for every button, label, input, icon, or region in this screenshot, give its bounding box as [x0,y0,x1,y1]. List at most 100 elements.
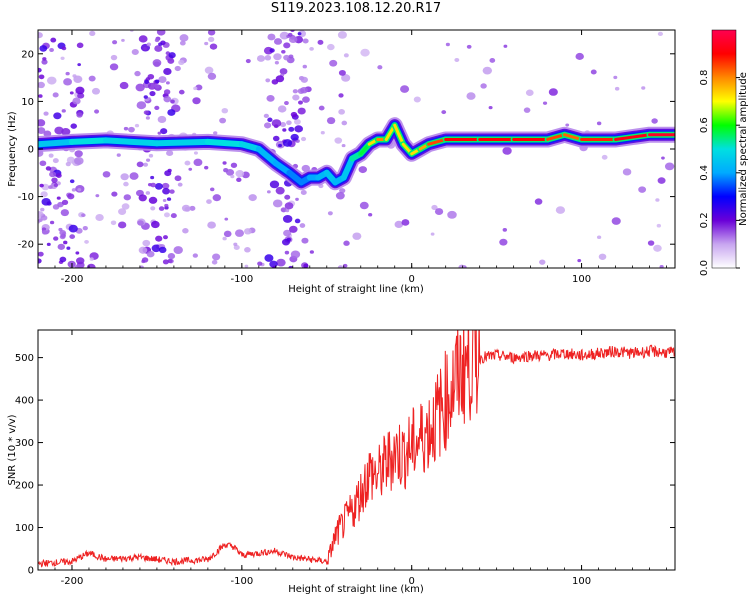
noise-speckle [204,41,209,46]
noise-speckle [288,265,294,268]
noise-speckle [60,56,65,61]
y-tick-label: 400 [15,396,34,407]
noise-speckle [266,94,275,102]
noise-speckle [158,42,163,46]
noise-speckle [48,185,53,189]
noise-speckle [65,71,70,76]
noise-speckle [341,143,346,148]
noise-speckle [38,258,42,264]
noise-speckle [284,250,290,255]
noise-speckle [290,250,301,259]
noise-speckle [150,220,160,229]
noise-speckle [91,87,101,95]
noise-speckle [144,79,150,84]
noise-speckle [338,109,345,115]
noise-speckle [167,109,176,116]
noise-speckle [63,240,68,245]
noise-speckle [286,120,292,126]
noise-speckle [289,225,298,233]
noise-speckle [488,105,493,110]
noise-speckle [394,220,404,229]
noise-speckle [49,220,55,225]
noise-speckle [224,217,229,221]
noise-speckle [59,229,66,236]
ridge-core [393,123,405,146]
noise-speckle [110,220,117,226]
noise-speckle [154,84,160,89]
noise-speckle [138,194,147,202]
noise-speckle [534,198,543,205]
y-tick-label: 200 [15,481,34,492]
noise-speckle [184,206,191,212]
noise-speckle [285,208,290,213]
noise-speckle [170,99,175,104]
snr-series-line [38,330,675,568]
noise-speckle [155,235,163,242]
noise-speckle [168,52,176,59]
noise-speckle [638,186,647,193]
noise-speckle [303,263,309,268]
noise-speckle [38,127,46,134]
noise-speckle [274,61,279,65]
noise-speckle [46,201,52,206]
noise-speckle [234,229,245,237]
noise-speckle [151,244,161,253]
y-tick-label: 0 [28,145,34,156]
noise-speckle [61,199,69,206]
noise-speckle [209,187,215,192]
noise-speckle [548,88,558,96]
noise-speckle [292,94,300,101]
noise-speckle [69,91,74,95]
noise-speckle [300,76,308,83]
noise-speckle [164,170,172,177]
noise-speckle [88,75,96,82]
noise-speckle [273,38,283,45]
noise-speckle [661,156,665,160]
noise-speckle [75,257,85,265]
colorbar: 0.0 0.2 0.4 0.6 0.8 Normalized spectral ampl… [699,29,749,276]
noise-speckle [283,42,291,49]
noise-speckle [264,55,272,61]
noise-speckle [222,236,227,241]
noise-speckle [434,208,444,216]
noise-speckle [163,235,168,240]
snr-panel: -200 -100 0 100 0 100 200 300 400 500 Height of s… [7,329,676,595]
noise-speckle [430,232,435,236]
noise-speckle [111,191,118,197]
noise-speckle [555,206,566,214]
noise-speckle [143,162,149,167]
noise-speckle [284,202,294,210]
noise-speckle [138,246,148,254]
noise-speckle [300,190,307,196]
noise-speckle [577,259,582,263]
noise-speckle [178,59,185,65]
noise-speckle [193,151,198,155]
noise-speckle [275,186,285,195]
noise-speckle [290,111,298,118]
noise-speckle [266,190,271,194]
noise-speckle [294,218,301,224]
noise-speckle [63,78,72,86]
noise-speckle [327,211,333,216]
noise-speckle [56,196,61,200]
noise-speckle [40,215,48,221]
noise-speckle [49,171,57,178]
noise-speckle [279,31,290,40]
noise-speckle [174,65,181,72]
noise-speckle [86,263,96,268]
noise-speckle [499,238,508,246]
noise-speckle [123,126,129,131]
noise-speckle [120,173,129,181]
noise-speckle [565,123,570,127]
y-tick-label: 0 [28,566,34,577]
noise-speckle [276,258,286,267]
noise-speckle [280,207,287,213]
noise-speckle [302,64,307,69]
noise-speckle [53,112,62,120]
noise-speckle [283,54,290,61]
noise-speckle [163,95,172,103]
spectrogram-y-axis-label: Frequency (Hz) [7,111,18,187]
noise-speckle [273,53,282,61]
noise-speckle [233,242,238,247]
noise-speckle [400,85,410,93]
